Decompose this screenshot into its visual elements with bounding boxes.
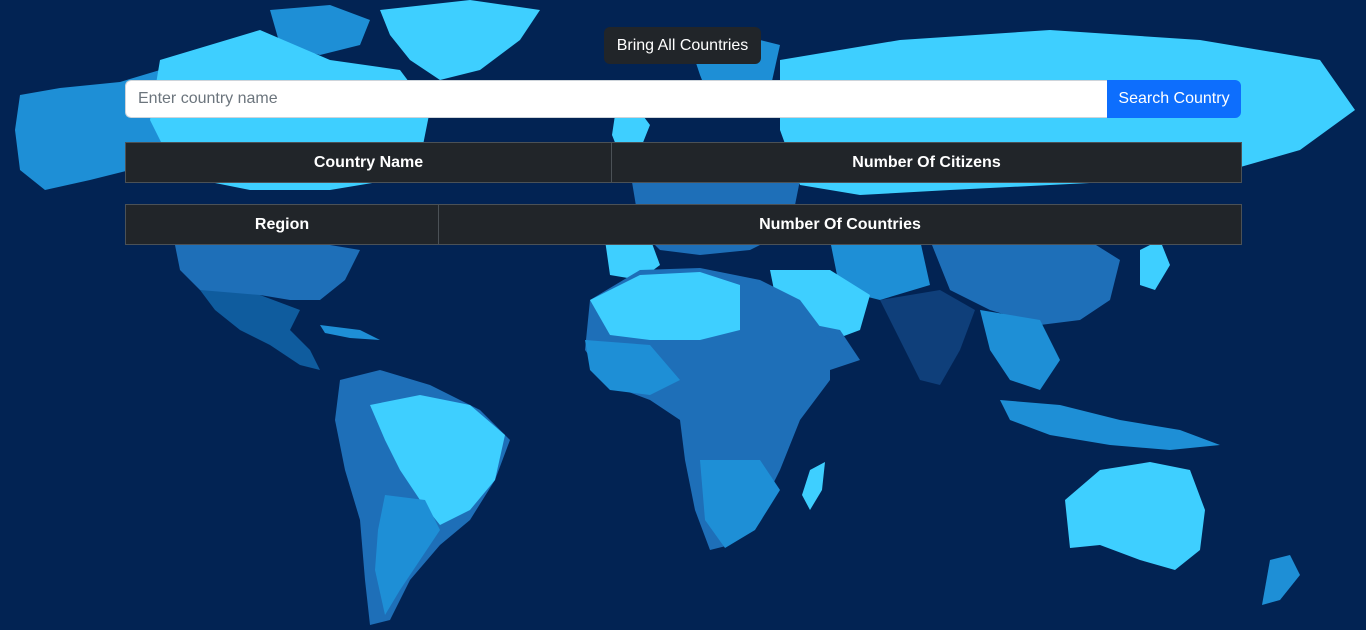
map-north-africa (590, 272, 740, 340)
countries-table: Country Name Number Of Citizens (125, 142, 1242, 183)
map-iberia (605, 238, 660, 280)
map-madagascar (802, 462, 825, 510)
map-india (880, 290, 975, 385)
map-usa (175, 245, 360, 300)
map-argentina (375, 495, 440, 615)
column-header-region: Region (125, 204, 439, 245)
map-middle-east (770, 270, 870, 345)
map-australia (1065, 462, 1205, 570)
regions-table: Region Number Of Countries (125, 204, 1242, 245)
map-se-asia (980, 310, 1060, 390)
map-canada-islands (270, 5, 370, 55)
map-japan (1140, 240, 1170, 290)
map-china (930, 230, 1120, 325)
map-greenland (380, 0, 540, 80)
regions-table-header-row: Region Number Of Countries (125, 204, 1242, 245)
map-central-asia (830, 240, 930, 300)
map-indonesia (1000, 400, 1220, 450)
column-header-country-name: Country Name (125, 142, 612, 183)
search-bar: Search Country (125, 80, 1241, 118)
map-brazil (370, 395, 505, 525)
map-mexico (200, 290, 320, 370)
countries-table-header-row: Country Name Number Of Citizens (125, 142, 1242, 183)
bring-all-countries-button[interactable]: Bring All Countries (604, 27, 761, 64)
map-southern-africa (700, 460, 780, 548)
map-new-zealand (1262, 555, 1300, 605)
column-header-number-of-citizens: Number Of Citizens (611, 142, 1242, 183)
column-header-number-of-countries: Number Of Countries (438, 204, 1242, 245)
map-caribbean (320, 325, 380, 340)
map-west-africa (585, 340, 680, 395)
search-country-button[interactable]: Search Country (1107, 80, 1241, 118)
country-search-input[interactable] (125, 80, 1107, 118)
